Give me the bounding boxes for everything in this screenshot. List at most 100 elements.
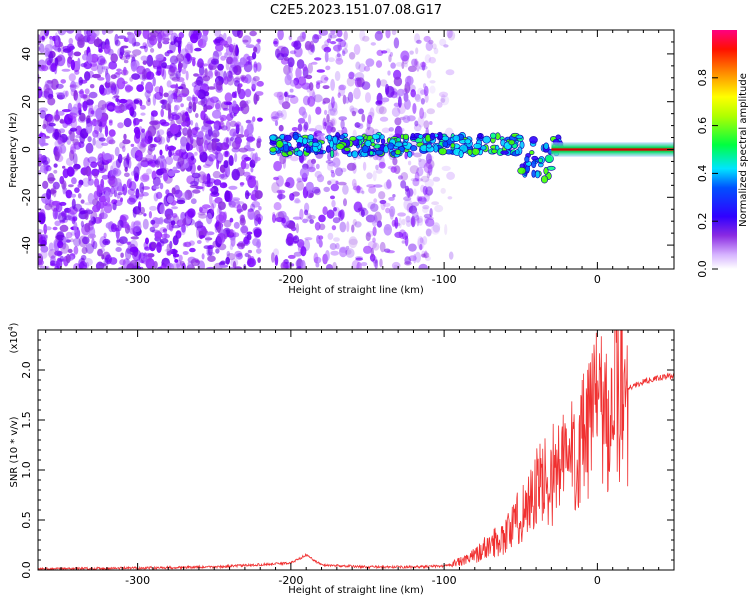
- spectrogram-speckle: [298, 76, 307, 86]
- spectrogram-speckle: [77, 193, 82, 199]
- spectrogram-speckle: [315, 163, 320, 170]
- spectrogram-speckle: [291, 127, 298, 132]
- spectrogram-speckle: [90, 110, 95, 115]
- spectrogram-speckle: [320, 74, 329, 84]
- spectrogram-speckle: [206, 266, 216, 269]
- spectrogram-speckle: [342, 48, 348, 54]
- spectrogram-speckle: [415, 214, 420, 221]
- spectrogram-speckle: [51, 200, 61, 206]
- spectrogram-speckle: [405, 215, 411, 223]
- spectrogram-speckle: [414, 94, 422, 103]
- spectrogram-speckle: [348, 52, 356, 60]
- spectrogram-speckle: [395, 62, 403, 67]
- spectrogram-speckle: [372, 242, 380, 251]
- spectrogram-speckle: [123, 133, 127, 140]
- spectrogram-speckle: [365, 126, 375, 136]
- spectrogram-speckle: [65, 231, 73, 239]
- spectrogram-speckle: [225, 60, 230, 71]
- spectrogram-speckle: [234, 153, 238, 163]
- spectrogram-speckle: [222, 145, 230, 150]
- spectrogram-speckle: [150, 48, 155, 53]
- spectrogram-speckle: [230, 197, 241, 202]
- spectrogram-speckle: [404, 235, 409, 247]
- spectrogram-speckle: [204, 139, 209, 152]
- spectrogram-speckle: [313, 252, 319, 264]
- spectrogram-speckle: [226, 36, 232, 45]
- spectrogram-speckle: [82, 100, 88, 112]
- spectrogram-speckle: [371, 214, 379, 227]
- spectrogram-trace-point: [407, 150, 413, 158]
- spectrogram-speckle: [378, 161, 386, 169]
- spectrogram-speckle: [99, 212, 108, 220]
- spectrogram-speckle: [70, 193, 77, 198]
- spectrogram-speckle: [92, 73, 101, 79]
- spectrogram-speckle: [73, 90, 78, 101]
- spectrogram-speckle: [142, 172, 150, 181]
- spectrogram-speckle: [83, 94, 91, 102]
- spectrogram-speckle: [329, 34, 337, 39]
- spectrogram-speckle: [276, 52, 285, 61]
- spectrogram-speckle: [292, 216, 302, 220]
- spectrogram-speckle: [405, 220, 412, 228]
- spectrogram-speckle: [281, 217, 286, 224]
- spectrogram-speckle: [400, 172, 409, 181]
- spectrogram-speckle: [219, 264, 229, 268]
- spectrogram-speckle: [354, 221, 362, 228]
- spectrogram-speckle: [130, 61, 138, 72]
- spectrogram-speckle: [328, 33, 332, 41]
- spectrogram-speckle: [152, 185, 160, 190]
- spectrogram-speckle: [358, 63, 366, 73]
- spectrogram-speckle: [121, 106, 127, 111]
- spectrogram-speckle: [311, 61, 318, 65]
- spectrogram-speckle: [326, 264, 333, 269]
- spectrogram-speckle: [68, 112, 78, 119]
- spectrogram-speckle: [54, 32, 59, 43]
- spectrogram-speckle: [194, 221, 204, 229]
- spectrogram-speckle: [326, 125, 333, 134]
- spectrogram-speckle: [141, 128, 146, 133]
- spectrogram-speckle: [383, 181, 392, 190]
- spectrogram-speckle: [423, 162, 433, 174]
- spectrogram-speckle: [424, 93, 429, 103]
- spectrogram-trace-point: [529, 136, 538, 144]
- spectrogram-speckle: [157, 266, 163, 269]
- spectrogram-speckle: [55, 83, 64, 89]
- spectrogram-speckle: [125, 99, 134, 106]
- spectrogram-speckle: [423, 213, 432, 219]
- spectrogram-speckle: [57, 240, 64, 249]
- spectrogram-speckle: [272, 213, 276, 223]
- colorbar-tick-label: 0.2: [696, 212, 709, 230]
- spectrogram-speckle: [360, 262, 368, 267]
- spectrogram-speckle: [104, 254, 112, 265]
- spectrogram-speckle: [393, 102, 400, 108]
- spectrogram-speckle: [246, 231, 253, 235]
- spectrogram-speckle: [322, 117, 327, 130]
- spectrogram-speckle: [169, 240, 173, 250]
- x-tick-label: -300: [125, 273, 150, 286]
- spectrogram-speckle: [171, 206, 179, 210]
- spectrogram-speckle: [140, 137, 148, 148]
- spectrogram-speckle: [160, 233, 170, 239]
- spectrogram-speckle: [228, 70, 233, 79]
- spectrogram-speckle: [95, 121, 99, 127]
- spectrogram-trace-point: [269, 146, 277, 153]
- spectrogram-speckle: [108, 129, 116, 137]
- x-tick-label: -200: [278, 574, 303, 587]
- spectrogram-speckle: [193, 176, 200, 186]
- spectrogram-speckle: [252, 51, 257, 60]
- spectrogram-speckle: [361, 81, 371, 90]
- spectrogram-speckle: [100, 208, 105, 220]
- spectrogram-speckle: [353, 87, 361, 100]
- spectrogram-speckle: [172, 248, 177, 260]
- spectrogram-speckle: [366, 230, 375, 237]
- spectrogram-speckle: [349, 72, 356, 77]
- spectrogram-speckle: [244, 88, 252, 98]
- spectrogram-speckle: [235, 201, 245, 205]
- spectrogram-speckle: [59, 201, 67, 206]
- spectrogram-speckle: [183, 127, 188, 134]
- spectrogram-speckle: [417, 237, 425, 250]
- spectrogram-speckle: [330, 78, 335, 91]
- spectrogram-trace-point: [452, 134, 460, 142]
- spectrogram-speckle: [302, 111, 308, 119]
- spectrogram-speckle: [295, 223, 299, 234]
